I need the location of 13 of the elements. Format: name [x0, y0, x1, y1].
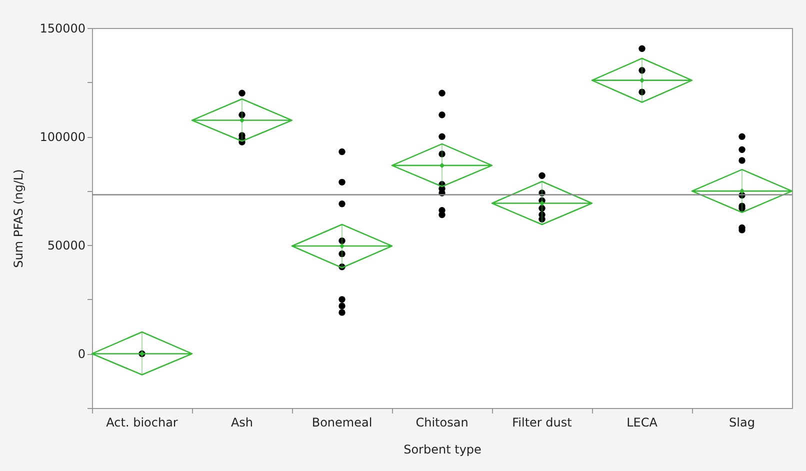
x-tick-label: LECA [626, 416, 658, 430]
x-tick-label: Bonemeal [312, 416, 372, 430]
y-tick-label: 50000 [47, 238, 86, 253]
y-axis-title: Sum PFAS (ng/L) [12, 169, 26, 268]
x-tick-label: Slag [729, 416, 755, 430]
y-tick-label: 100000 [40, 130, 86, 144]
x-tick-label: Act. biochar [106, 416, 178, 430]
x-axis-title: Sorbent type [404, 442, 482, 456]
x-tick-label: Ash [230, 416, 254, 430]
y-tick-label: 0 [78, 347, 86, 362]
x-tick-label: Chitosan [416, 416, 468, 430]
y-tick-label: 150000 [40, 22, 86, 36]
x-tick-label: Filter dust [512, 416, 572, 430]
